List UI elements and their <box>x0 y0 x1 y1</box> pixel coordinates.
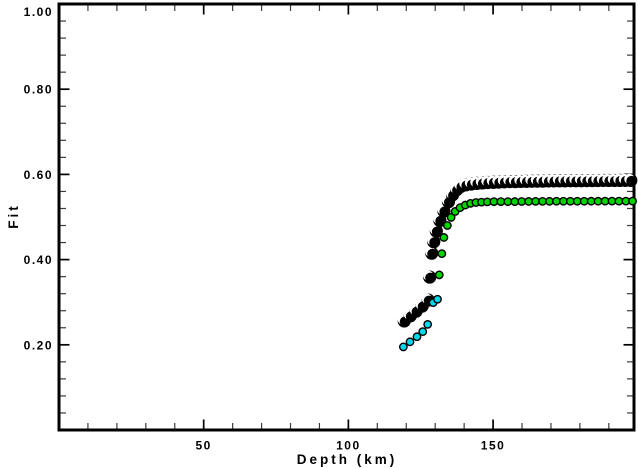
y-tick-label: 0.20 <box>24 338 53 352</box>
data-point-green-circles <box>442 221 452 230</box>
y-tick-label: 1.00 <box>24 5 53 19</box>
data-point-cyan-circles <box>412 332 422 342</box>
series-green-circles <box>434 196 637 280</box>
ball-core <box>429 237 440 248</box>
plot-frame <box>57 2 636 432</box>
data-point-black-balls <box>423 270 437 284</box>
y-tick-label: 0.40 <box>24 253 53 267</box>
y-tick-label: 0.60 <box>24 168 53 182</box>
data-point-cyan-circles <box>398 342 408 352</box>
data-point-green-circles <box>446 213 456 222</box>
x-axis-title: Depth (km) <box>297 452 398 467</box>
y-axis-title: Fit <box>6 203 21 229</box>
x-tick-label: 50 <box>196 439 212 453</box>
ball-core <box>439 206 450 217</box>
data-point-black-balls <box>429 224 443 238</box>
data-point-black-balls <box>624 173 638 187</box>
ball-core <box>626 175 637 187</box>
data-point-cyan-circles <box>418 327 428 336</box>
ball-core <box>427 248 438 260</box>
ball-core <box>425 272 436 283</box>
data-point-black-balls <box>427 235 441 249</box>
data-point-cyan-circles <box>433 294 442 304</box>
x-tick-label: 150 <box>481 439 506 453</box>
data-point-cyan-circles <box>423 319 433 329</box>
data-point-green-circles <box>437 249 447 259</box>
x-tick-label: 100 <box>336 439 361 453</box>
y-tick-label: 0.80 <box>24 83 53 97</box>
data-point-cyan-circles <box>405 337 415 347</box>
ball-core <box>435 215 446 227</box>
data-point-black-balls <box>425 246 439 260</box>
ball-core <box>431 226 443 237</box>
data-point-green-circles <box>439 233 449 242</box>
series-black-balls <box>397 173 638 328</box>
series-cyan-circles <box>398 294 442 352</box>
data-point-green-circles <box>628 196 637 206</box>
data-point-green-circles <box>434 270 444 280</box>
